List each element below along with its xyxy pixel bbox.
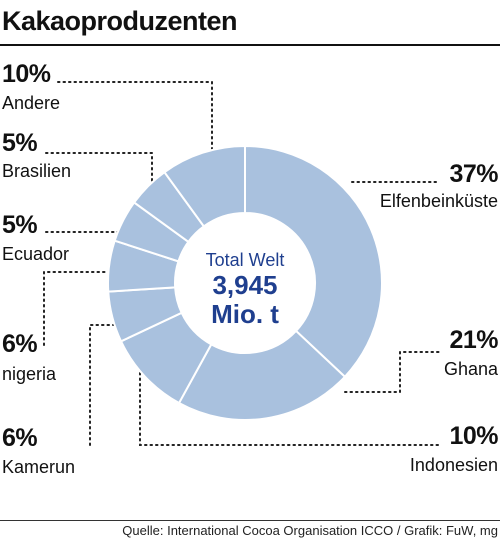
name-label-nigeria: nigeria (2, 364, 57, 384)
name-label-brasilien: Brasilien (2, 161, 72, 181)
name-label-kamerun: Kamerun (2, 457, 76, 477)
leader-line (139, 361, 441, 446)
title-rule (0, 44, 500, 46)
leader-line (344, 351, 441, 393)
leader-line (45, 152, 153, 183)
name-label-indonesien: Indonesien (409, 455, 498, 475)
pct-label-indonesien: 10% (449, 422, 498, 450)
name-label-ghana: Ghana (443, 359, 498, 379)
slice-andere (163, 144, 246, 228)
center-label-unit: Mio. t (211, 299, 279, 329)
footer-rule (0, 520, 500, 521)
center-label-value: 3,945 (212, 270, 277, 300)
center-label-total: Total Welt (206, 250, 285, 270)
name-label-andere: Andere (2, 93, 61, 113)
leader-line (57, 81, 213, 151)
slice-ghana (177, 329, 347, 421)
pct-label-brasilien: 5% (2, 129, 38, 157)
name-label-ecuador: Ecuador (2, 244, 70, 264)
leader-line (43, 271, 111, 346)
leader-line (89, 324, 131, 446)
pct-label-elfenbeinkueste: 37% (449, 160, 498, 188)
pct-label-ghana: 21% (449, 326, 498, 354)
pct-label-nigeria: 6% (2, 330, 38, 358)
pct-label-ecuador: 5% (2, 211, 38, 239)
name-label-elfenbeinkueste: Elfenbeinküste (379, 191, 498, 211)
source-note: Quelle: International Cocoa Organisation… (122, 523, 498, 538)
chart-title: Kakaoproduzenten (2, 6, 238, 36)
leader-lines (43, 81, 441, 446)
pct-label-andere: 10% (2, 60, 51, 88)
donut-slices (107, 144, 383, 421)
pct-label-kamerun: 6% (2, 424, 38, 452)
slice-elfenbeinkste (244, 144, 383, 379)
